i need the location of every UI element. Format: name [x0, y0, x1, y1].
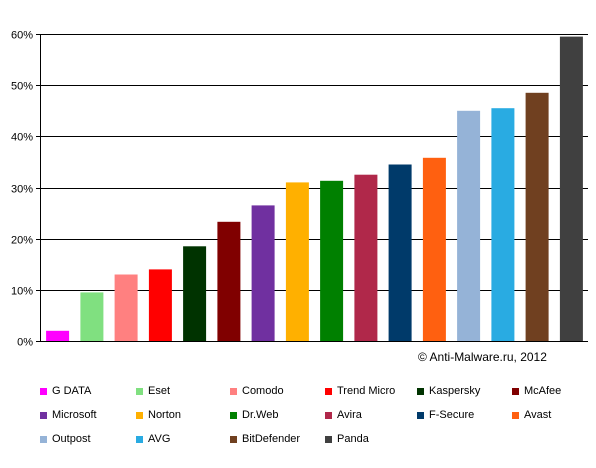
legend-label: AVG — [148, 433, 171, 445]
legend-label: Kaspersky — [429, 385, 481, 397]
bar-bitdefender — [525, 92, 549, 341]
legend-item: Kaspersky — [417, 384, 480, 398]
bar-f-secure — [388, 164, 412, 341]
legend-item: Microsoft — [40, 408, 97, 422]
bar-norton — [285, 182, 309, 341]
legend-label: Microsoft — [52, 409, 97, 421]
legend-item: AVG — [136, 432, 170, 446]
legend-swatch — [325, 411, 332, 419]
legend-swatch — [136, 411, 143, 419]
legend-swatch — [417, 387, 424, 395]
bar-mcafee — [217, 221, 241, 341]
legend-swatch — [417, 411, 424, 419]
legend-label: Avira — [337, 409, 362, 421]
bar-panda — [559, 36, 583, 341]
legend-swatch — [40, 435, 47, 443]
bar-avast — [422, 157, 446, 341]
y-tick-label: 40% — [11, 132, 33, 144]
y-tick-label: 20% — [11, 235, 33, 247]
legend-item: Dr.Web — [230, 408, 278, 422]
bar-eset — [80, 292, 104, 341]
legend-swatch — [40, 411, 47, 419]
bar-dr-web — [320, 180, 344, 341]
bar-avg — [491, 108, 515, 341]
legend-swatch — [230, 387, 237, 395]
bar-g-data — [46, 330, 70, 341]
legend-swatch — [136, 387, 143, 395]
bar-microsoft — [251, 205, 275, 341]
legend-swatch — [230, 435, 237, 443]
legend-label: Norton — [148, 409, 182, 421]
legend-item: Outpost — [40, 432, 91, 446]
bar-outpost — [457, 110, 481, 342]
legend-label: Avast — [524, 409, 552, 421]
bar-avira — [354, 174, 378, 341]
legend-swatch — [40, 387, 47, 395]
bar-chart: 0% 10% 20% 30% 40% 50% 60% — [11, 30, 588, 349]
legend-label: Trend Micro — [337, 385, 396, 397]
legend-swatch — [325, 435, 332, 443]
legend-swatch — [230, 411, 237, 419]
legend-item: McAfee — [512, 384, 561, 398]
y-tick-label: 30% — [11, 184, 33, 196]
y-axis-tick-labels: 0% 10% 20% 30% 40% 50% 60% — [11, 30, 33, 349]
legend-swatch — [512, 387, 519, 395]
legend-label: Comodo — [242, 385, 284, 397]
copyright-text: © Anti-Malware.ru, 2012 — [418, 350, 547, 364]
legend-item: F-Secure — [417, 408, 474, 422]
legend-label: Outpost — [52, 433, 91, 445]
bar-comodo — [114, 274, 138, 341]
legend-item: G DATA — [40, 384, 91, 398]
legend-item: BitDefender — [230, 432, 300, 446]
legend-item: Panda — [325, 432, 369, 446]
legend-item: Comodo — [230, 384, 284, 398]
bar-trend-micro — [148, 269, 172, 341]
legend-label: Eset — [148, 385, 171, 397]
legend-label: Panda — [337, 433, 369, 445]
legend-label: Dr.Web — [242, 409, 279, 421]
bars — [46, 36, 583, 342]
legend-swatch — [136, 435, 143, 443]
y-tick-label: 0% — [17, 337, 33, 349]
legend-swatch — [325, 387, 332, 395]
legend-item: Eset — [136, 384, 170, 398]
legend-item: Avast — [512, 408, 551, 422]
legend-label: F-Secure — [429, 409, 475, 421]
y-tick-label: 60% — [11, 30, 33, 42]
legend-item: Trend Micro — [325, 384, 395, 398]
legend-label: McAfee — [524, 385, 562, 397]
y-tick-label: 10% — [11, 286, 33, 298]
legend-item: Avira — [325, 408, 362, 422]
legend-label: G DATA — [52, 385, 92, 397]
bar-kaspersky — [183, 246, 207, 341]
legend-swatch — [512, 411, 519, 419]
legend-label: BitDefender — [242, 433, 301, 445]
y-tick-label: 50% — [11, 81, 33, 93]
legend-item: Norton — [136, 408, 181, 422]
